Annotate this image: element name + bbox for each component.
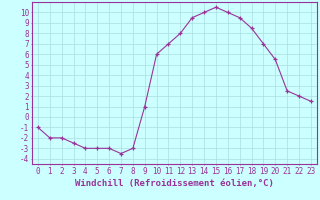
X-axis label: Windchill (Refroidissement éolien,°C): Windchill (Refroidissement éolien,°C) [75, 179, 274, 188]
